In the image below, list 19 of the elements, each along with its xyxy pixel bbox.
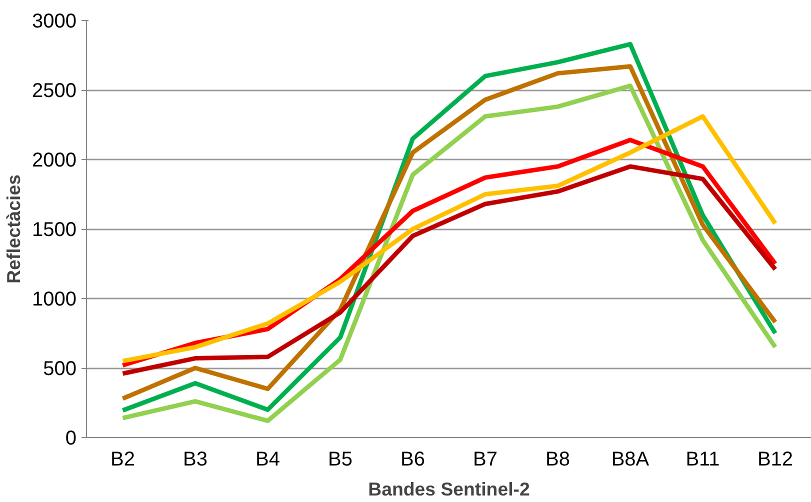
y-tick-label: 0 (65, 428, 76, 450)
y-tick-label: 1000 (32, 288, 77, 310)
x-axis-title: Bandes Sentinel-2 (368, 478, 530, 500)
x-tick-label: B3 (183, 448, 208, 470)
x-tick-label: B5 (328, 448, 352, 470)
x-tick-label: B7 (473, 448, 498, 470)
x-tick-label: B11 (686, 448, 720, 470)
y-tick-label: 1500 (32, 219, 77, 241)
x-tick-label: B6 (400, 448, 425, 470)
x-tick-label: B12 (757, 448, 794, 470)
y-tick-label: 3000 (32, 10, 77, 32)
x-tick-label: B8A (611, 448, 650, 470)
x-tick-label: B4 (256, 448, 280, 470)
y-axis-title: Reflectàcies (3, 174, 24, 284)
y-tick-label: 2000 (32, 150, 77, 172)
y-tick-label: 2500 (32, 80, 77, 102)
x-tick-label: B2 (110, 448, 135, 470)
y-tick-label: 500 (43, 358, 77, 380)
x-tick-label: B8 (546, 448, 570, 470)
